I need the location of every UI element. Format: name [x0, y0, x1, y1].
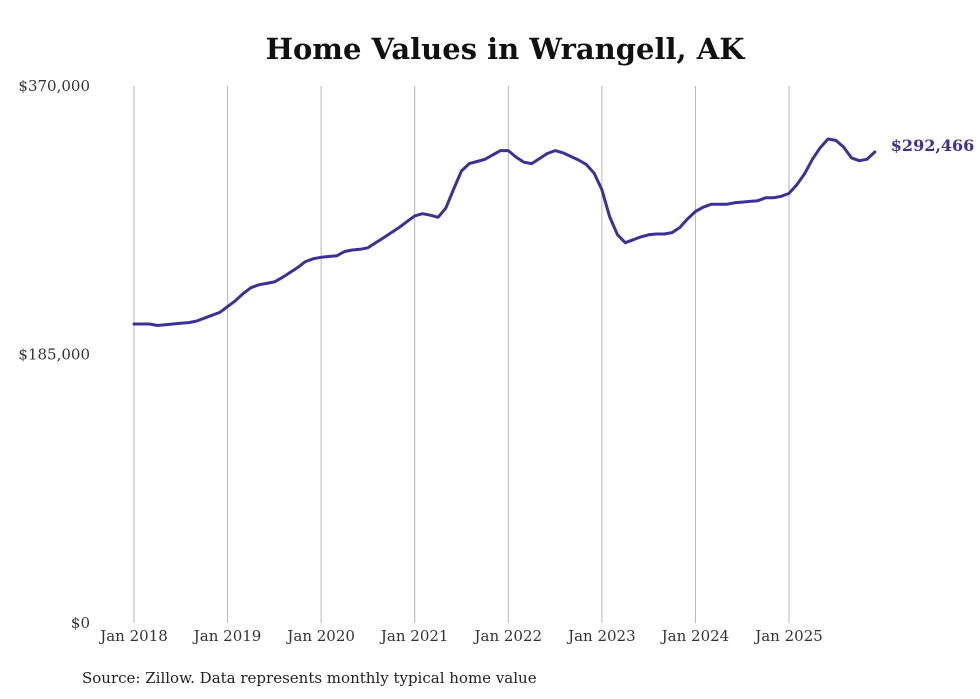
- x-tick-label: Jan 2023: [566, 627, 636, 645]
- chart-title: Home Values in Wrangell, AK: [266, 32, 747, 66]
- x-tick-label: Jan 2024: [660, 627, 730, 645]
- gridlines: [133, 86, 790, 623]
- y-tick-label: $185,000: [18, 346, 90, 364]
- x-tick-label: Jan 2021: [379, 627, 449, 645]
- y-tick-label: $0: [71, 614, 90, 632]
- x-tick-label: Jan 2019: [192, 627, 262, 645]
- x-tick-label: Jan 2020: [285, 627, 355, 645]
- x-axis-ticks: Jan 2018 Jan 2019 Jan 2020 Jan 2021 Jan 2022…: [98, 627, 823, 645]
- y-axis-ticks: $0 $185,000 $370,000: [18, 77, 90, 632]
- y-tick-label: $370,000: [18, 77, 90, 95]
- x-tick-label: Jan 2022: [473, 627, 543, 645]
- source-note: Source: Zillow. Data represents monthly …: [82, 669, 537, 687]
- series-line: [132, 137, 877, 327]
- series-group: $292,466: [132, 136, 975, 327]
- x-tick-label: Jan 2018: [98, 627, 168, 645]
- x-tick-label: Jan 2025: [753, 627, 823, 645]
- series-end-value-label: $292,466: [891, 136, 975, 155]
